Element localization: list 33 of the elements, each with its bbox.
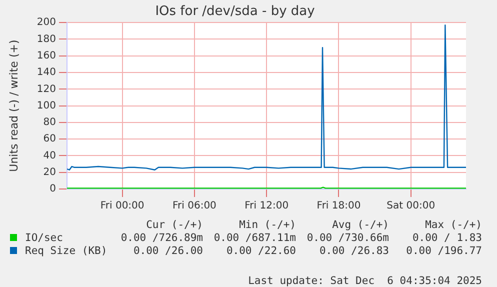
y-tick-label: 20 bbox=[43, 166, 56, 178]
x-tick-label: Fri 12:00 bbox=[244, 200, 289, 212]
text: 0.00 /730.66m bbox=[306, 232, 389, 245]
chart-title: IOs for /dev/sda - by day bbox=[155, 4, 316, 20]
text: Cur (-/+) bbox=[145, 219, 203, 232]
x-tick-label: Sat 00:00 bbox=[386, 200, 436, 212]
legend-label: IO/sec bbox=[24, 232, 64, 245]
text: Min (-/+) bbox=[238, 219, 296, 232]
y-tick-label: 0 bbox=[50, 184, 56, 195]
y-tick-label: 180 bbox=[36, 34, 56, 45]
legend-label: Req Size (KB) bbox=[24, 245, 108, 258]
text: 0.00 / 1.83 bbox=[411, 232, 482, 245]
y-tick-label: 80 bbox=[43, 117, 56, 128]
x-tick-label: Fri 00:00 bbox=[100, 200, 144, 212]
text: Max (-/+) bbox=[424, 219, 482, 232]
text: 0.00 /22.60 bbox=[225, 245, 296, 258]
text: 0.00 /26.00 bbox=[132, 245, 203, 258]
text: 0.00 /26.83 bbox=[318, 245, 389, 258]
text: Last update: Sat Dec 6 04:35:04 2025 bbox=[248, 275, 482, 287]
x-tick-label: Fri 18:00 bbox=[316, 200, 361, 212]
y-tick-label: 160 bbox=[36, 50, 56, 62]
y-axis-title: Units read (-) / write (+) bbox=[7, 40, 20, 172]
y-tick-label: 120 bbox=[36, 84, 56, 95]
x-tick-label: Fri 06:00 bbox=[172, 200, 216, 212]
y-tick-label: 140 bbox=[36, 67, 56, 78]
text: 0.00 /196.77 bbox=[405, 245, 482, 258]
text: Avg (-/+) bbox=[331, 219, 389, 232]
text: 0.00 /726.89m bbox=[120, 232, 203, 245]
y-tick-label: 100 bbox=[36, 100, 56, 112]
y-tick-label: 200 bbox=[36, 17, 56, 28]
text: 0.00 /687.11m bbox=[212, 232, 296, 245]
y-tick-label: 40 bbox=[43, 150, 56, 162]
y-tick-label: 60 bbox=[43, 134, 56, 145]
